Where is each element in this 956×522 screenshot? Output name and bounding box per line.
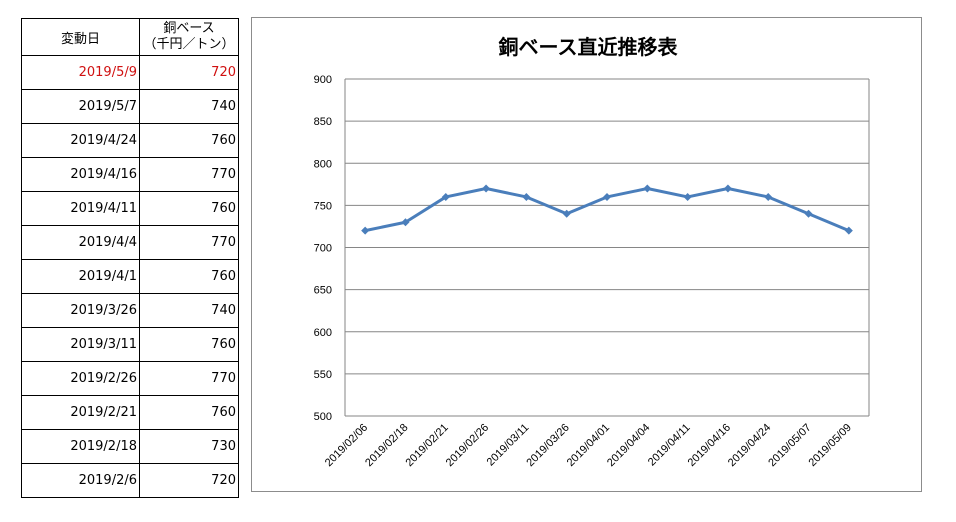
data-point (844, 226, 853, 235)
y-tick-label: 600 (314, 327, 332, 339)
row-value: 760 (139, 327, 239, 362)
header-value-line2: （千円／トン） (143, 37, 235, 52)
table-row: 2019/4/1 760 (21, 259, 239, 294)
data-point (441, 192, 450, 201)
y-tick-label: 650 (314, 285, 332, 297)
y-tick-label: 550 (314, 369, 332, 381)
data-point (764, 192, 773, 201)
table-row: 2019/4/4 770 (21, 225, 239, 260)
y-tick-label: 900 (314, 74, 332, 86)
table-row: 2019/2/26 770 (21, 361, 239, 396)
data-point (361, 226, 370, 235)
y-tick-label: 800 (314, 158, 332, 170)
row-date: 2019/2/18 (21, 429, 140, 464)
x-tick-label: 2019/02/26 (444, 422, 491, 469)
row-value: 760 (139, 123, 239, 158)
header-value: 銅ベース （千円／トン） (139, 18, 239, 56)
y-axis-ticks: 900 850 800 750 700 650 600 550 500 (314, 74, 332, 423)
row-date: 2019/2/6 (21, 463, 140, 498)
header-date: 変動日 (21, 18, 140, 56)
row-date: 2019/4/11 (21, 191, 140, 226)
table-row: 2019/4/11 760 (21, 191, 239, 226)
row-value: 760 (139, 395, 239, 430)
row-value: 760 (139, 259, 239, 294)
data-point (804, 209, 813, 218)
table-row: 2019/3/26 740 (21, 293, 239, 328)
row-date: 2019/4/16 (21, 157, 140, 192)
table-row: 2019/5/9 720 (21, 55, 239, 90)
row-date: 2019/5/9 (21, 55, 140, 90)
row-date: 2019/4/1 (21, 259, 140, 294)
row-value: 740 (139, 89, 239, 124)
series (361, 184, 853, 235)
row-value: 770 (139, 225, 239, 260)
y-tick-label: 700 (314, 243, 332, 255)
row-value: 770 (139, 157, 239, 192)
row-value: 730 (139, 429, 239, 464)
data-point (562, 209, 571, 218)
row-date: 2019/5/7 (21, 89, 140, 124)
data-point (401, 218, 410, 227)
x-tick-label: 2019/05/09 (807, 422, 854, 469)
data-point (603, 192, 611, 201)
data-point (522, 192, 531, 201)
row-value: 760 (139, 191, 239, 226)
row-date: 2019/3/26 (21, 293, 140, 328)
price-table: 変動日 銅ベース （千円／トン） 2019/5/9 720 2019/5/7 740 2… (21, 18, 239, 498)
y-tick-label: 500 (314, 411, 332, 423)
table-row: 2019/2/21 760 (21, 395, 239, 430)
table-row: 2019/5/7 740 (21, 89, 239, 124)
table-row: 2019/2/6 720 (21, 463, 239, 498)
row-date: 2019/2/21 (21, 395, 140, 430)
data-point (683, 192, 692, 201)
row-date: 2019/3/11 (21, 327, 140, 362)
header-value-line1: 銅ベース (163, 21, 215, 36)
table-row: 2019/4/24 760 (21, 123, 239, 158)
table-row: 2019/3/11 760 (21, 327, 239, 362)
chart-area: 銅ベース直近推移表 900 850 800 750 700 650 600 550 500 20… (251, 17, 922, 492)
grid (344, 78, 870, 417)
chart-title: 銅ベース直近推移表 (499, 35, 679, 59)
x-tick-label: 2019/04/04 (605, 422, 652, 469)
row-value: 740 (139, 293, 239, 328)
row-value: 720 (139, 463, 239, 498)
row-value: 720 (139, 55, 239, 90)
table-row: 2019/2/18 730 (21, 429, 239, 464)
table-header-row: 変動日 銅ベース （千円／トン） (21, 18, 239, 56)
table-row: 2019/4/16 770 (21, 157, 239, 192)
y-tick-label: 750 (314, 200, 332, 212)
y-tick-label: 850 (314, 116, 332, 128)
data-point (643, 184, 652, 193)
line-chart: 銅ベース直近推移表 900 850 800 750 700 650 600 550 500 20… (314, 35, 870, 469)
row-date: 2019/4/24 (21, 123, 140, 158)
row-date: 2019/4/4 (21, 225, 140, 260)
x-axis-ticks: 2019/02/062019/02/182019/02/212019/02/26… (323, 422, 854, 469)
row-date: 2019/2/26 (21, 361, 140, 396)
row-value: 770 (139, 361, 239, 396)
data-point (723, 184, 732, 193)
data-point (482, 184, 491, 193)
